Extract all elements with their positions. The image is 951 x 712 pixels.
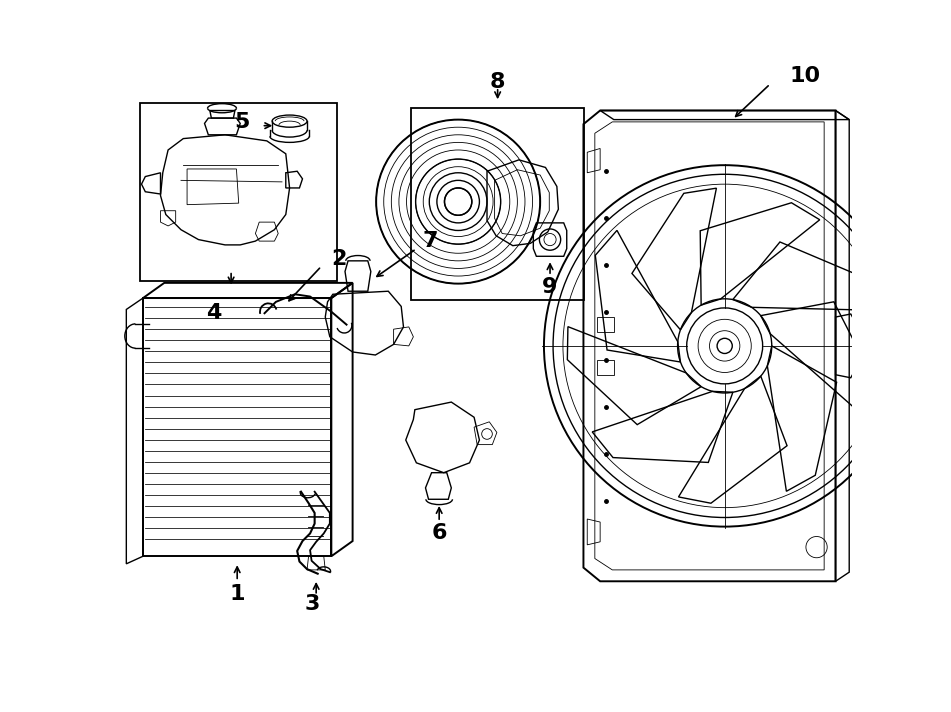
Text: 9: 9 xyxy=(542,277,557,297)
Text: 6: 6 xyxy=(432,523,447,543)
Polygon shape xyxy=(143,298,331,556)
Text: 4: 4 xyxy=(206,303,222,323)
Text: 2: 2 xyxy=(331,248,347,268)
Text: 7: 7 xyxy=(422,231,438,251)
Text: 8: 8 xyxy=(490,72,505,92)
Text: 3: 3 xyxy=(304,594,320,614)
Polygon shape xyxy=(584,110,836,581)
Text: 5: 5 xyxy=(234,112,249,132)
Text: 1: 1 xyxy=(229,584,245,604)
Text: 10: 10 xyxy=(789,66,821,86)
